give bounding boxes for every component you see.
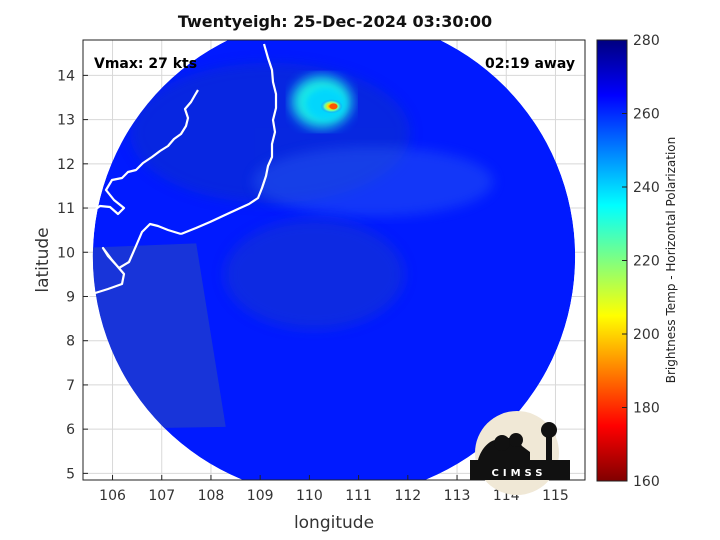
- x-tick-label: 113: [444, 488, 471, 504]
- y-tick-label: 11: [57, 201, 75, 217]
- y-tick-label: 12: [57, 157, 75, 173]
- y-tick-label: 8: [66, 334, 75, 350]
- y-tick-label: 7: [66, 378, 75, 394]
- colorbar-tick-label: 240: [633, 180, 660, 196]
- y-axis-ticks: 5 6 7 8 9 10 11 12 13 14: [57, 68, 88, 482]
- colorbar-tick-label: 260: [633, 107, 660, 123]
- swath-rain-band: [253, 146, 494, 217]
- y-tick-label: 5: [66, 466, 75, 482]
- y-tick-label: 14: [57, 68, 75, 84]
- x-tick-label: 115: [542, 488, 569, 504]
- x-tick-label: 107: [148, 488, 175, 504]
- colorbar-label: Brightness Temp - Horizontal Polarizatio…: [664, 137, 678, 384]
- colorbar-tick-label: 200: [633, 327, 660, 343]
- y-tick-label: 13: [57, 113, 75, 129]
- feature-cold-core-center: [329, 103, 338, 110]
- colorbar-tick-label: 280: [633, 33, 660, 49]
- time-away-annotation: 02:19 away: [485, 56, 575, 72]
- x-tick-label: 106: [99, 488, 126, 504]
- coastline-vietnam: [83, 89, 199, 216]
- x-tick-label: 110: [296, 488, 323, 504]
- y-tick-label: 10: [57, 245, 75, 261]
- y-tick-label: 6: [66, 422, 75, 438]
- x-tick-label: 111: [345, 488, 372, 504]
- chart-title: Twentyeigh: 25-Dec-2024 03:30:00: [177, 12, 493, 31]
- coastline-mekong-delta: [83, 222, 182, 299]
- vmax-annotation: Vmax: 27 kts: [94, 56, 197, 72]
- cimss-logo: CIMSS: [470, 411, 570, 495]
- x-axis-ticks: 106 107 108 109 110 111 112 113 114 115: [99, 475, 569, 504]
- satellite-swath: [92, 40, 576, 480]
- colorbar-ticks: 160 180 200 220 240 260 280: [622, 33, 660, 490]
- x-axis-label: longitude: [294, 513, 374, 533]
- coastline: [83, 43, 278, 299]
- colorbar-tick-label: 180: [633, 401, 660, 417]
- coastline-vietnam-south: [180, 43, 278, 236]
- colorbar-tick-label: 160: [633, 474, 660, 490]
- swath-circulation-center: [224, 219, 405, 330]
- cimss-logo-text: CIMSS: [492, 468, 547, 479]
- plot-frame: [82, 39, 586, 481]
- y-tick-label: 9: [66, 289, 75, 305]
- x-tick-label: 108: [198, 488, 225, 504]
- convective-features: [291, 75, 352, 128]
- x-tick-label: 109: [247, 488, 274, 504]
- y-axis-label: latitude: [33, 227, 53, 292]
- colorbar-tick-label: 220: [633, 254, 660, 270]
- x-tick-label: 112: [394, 488, 421, 504]
